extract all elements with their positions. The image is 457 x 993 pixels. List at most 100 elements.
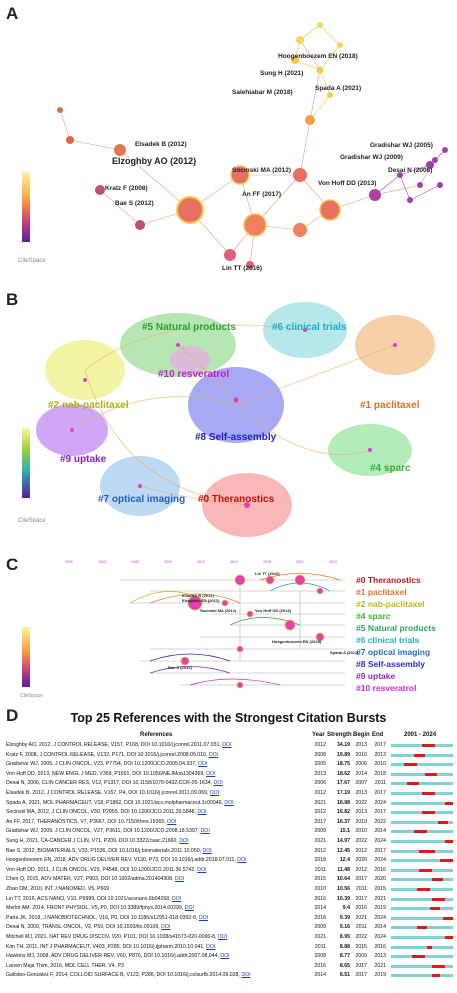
reference-citation: Bae S, 2012, BIOMATERIALS, V33, P1536, D… (6, 847, 202, 854)
table-row: Chen Q, 2015, ADV MATER, V27, P903, DOI … (0, 875, 457, 884)
cluster-legend-item: #1 paclitaxel (356, 587, 407, 597)
panel-a-network: Hoogenboezem EN (2018) Sung H (2021) Spa… (18, 22, 448, 272)
node-label: Lin TT (2016) (222, 265, 262, 272)
end-cell: 2024 (374, 934, 386, 940)
timeline-bar (391, 840, 453, 843)
strength-cell: 19.89 (337, 751, 350, 758)
colorbar (22, 172, 30, 242)
reference-citation: Larsen Maja Thim, 2016, MOL CELL THER, V… (6, 962, 124, 969)
doi-link[interactable]: DOI (237, 857, 247, 864)
doi-link[interactable]: DOI (222, 742, 232, 748)
doi-link[interactable]: DOI (198, 761, 208, 768)
end-cell: 2019 (374, 972, 386, 979)
timeline-bar (391, 974, 453, 978)
table-row: Von Hoff DD, 2013, NEW ENGL J MED, V369,… (0, 770, 457, 779)
table-row: Gradishar WJ, 2009, J CLIN ONCOL, V27, P… (0, 827, 457, 836)
doi-link[interactable]: DOI (161, 924, 171, 931)
strength-cell: 8.95 (339, 934, 350, 940)
end-cell: 2014 (374, 828, 386, 835)
table-row: Mitchell MJ, 2021, NAT REV DRUG DISCOV, … (0, 933, 457, 942)
burst-segment (416, 888, 430, 891)
table-row: Desai N, 2009, TRANSL ONCOL, V2, P59, DO… (0, 923, 457, 932)
burst-segment (422, 792, 435, 795)
cluster-label: #2 nab-paclitaxel (48, 400, 129, 411)
doi-link[interactable]: DOI (209, 790, 220, 796)
begin-cell: 2009 (355, 953, 367, 960)
begin-cell: 2010 (355, 828, 367, 835)
cluster-label: #1 paclitaxel (360, 400, 420, 411)
cluster-label: #10 resveratrol (158, 369, 229, 380)
end-cell: 2017 (374, 790, 386, 796)
reference-text: Lin TT, 2016, ACS NANO, V10, P9999, DOI … (6, 895, 306, 904)
cluster-label: #4 sparc (370, 463, 411, 474)
reference-text: Desai N, 2006, CLIN CANCER RES, V12, P13… (6, 779, 306, 788)
doi-link[interactable]: DOI (167, 818, 177, 825)
colorbar (22, 428, 30, 498)
end-cell: 2017 (374, 809, 386, 816)
doi-link[interactable]: DOI (172, 895, 182, 902)
burst-segment (432, 974, 441, 978)
timeline-bar (391, 897, 453, 901)
reference-citation: Desai N, 2006, CLIN CANCER RES, V12, P13… (6, 780, 213, 787)
timeline-bar (391, 820, 453, 824)
doi-link[interactable]: DOI (217, 934, 228, 940)
doi-link[interactable]: DOI (197, 809, 207, 816)
begin-cell: 2015 (355, 943, 367, 950)
burst-segment (445, 801, 453, 805)
burst-segment (424, 772, 438, 776)
strength-cell: 10.56 (337, 886, 350, 892)
doi-link[interactable]: DOI (179, 838, 189, 844)
node-label: Desai N (2006) (388, 167, 432, 174)
begin-cell: 2014 (355, 770, 367, 777)
table-row: Elsadek B, 2012, J CONTROL RELEASE, V157… (0, 789, 457, 798)
timeline-bar (391, 945, 453, 949)
reference-text: Zhao DM, 2010, INT J NANOMED, V5, P669 (6, 885, 306, 894)
strength-cell: 12.45 (337, 847, 350, 854)
begin-cell: 2017 (355, 895, 367, 902)
reference-citation: Desai N, 2009, TRANSL ONCOL, V2, P59, DO… (6, 924, 160, 931)
table-row: Lin TT, 2016, ACS NANO, V10, P9999, DOI … (0, 895, 457, 904)
doi-link[interactable]: DOI (198, 914, 209, 921)
reference-citation: Elzoghby AO, 2012, J CONTROL RELEASE, V1… (6, 742, 221, 748)
strength-cell: 9.39 (339, 914, 350, 921)
timeline-bar (391, 926, 453, 930)
doi-link[interactable]: DOI (202, 847, 212, 854)
doi-link[interactable]: DOI (208, 751, 219, 758)
panel-b-label: B (6, 290, 19, 309)
begin-cell: 2012 (355, 866, 367, 873)
strength-cell: 15.1 (339, 828, 350, 835)
year-cell: 2016 (314, 895, 326, 902)
doi-link[interactable]: DOI (213, 780, 223, 787)
node-label: Hoogenboezem EN (2018) (278, 53, 358, 60)
doi-link[interactable]: DOI (174, 876, 185, 883)
timeline-bar (391, 868, 453, 872)
doi-link[interactable]: DOI (206, 770, 216, 777)
doi-link[interactable]: DOI (220, 953, 230, 960)
begin-cell: 2013 (355, 790, 367, 796)
doi-link[interactable]: DOI (200, 828, 210, 835)
year-cell: 2008 (314, 953, 326, 960)
begin-cell: 2007 (355, 780, 367, 787)
end-cell: 2015 (374, 886, 386, 892)
end-cell: 2017 (374, 742, 386, 748)
doi-link[interactable]: DOI (206, 943, 216, 950)
burst-segment (414, 753, 425, 757)
node-label: Elsadek B (2012) (182, 593, 214, 598)
year-tick: 2012 (197, 560, 205, 564)
begin-cell: 2022 (355, 838, 367, 844)
node-label: Hoogenboezem EN (2018) (272, 639, 322, 644)
doi-link[interactable]: DOI (241, 972, 251, 979)
strength-cell: 9.16 (339, 924, 350, 931)
doi-link[interactable]: DOI (197, 866, 207, 873)
end-cell: 2021 (374, 962, 386, 969)
burst-table-title: Top 25 References with the Strongest Cit… (70, 711, 387, 725)
year-tick: 2015 (230, 560, 238, 564)
reference-text: Socinski MA, 2012, J CLIN ONCOL, V30, P2… (6, 808, 306, 817)
strength-cell: 18.62 (337, 770, 350, 777)
burst-segment (422, 811, 435, 815)
doi-link[interactable]: DOI (184, 905, 194, 912)
year-cell: 2012 (314, 742, 326, 748)
cluster-legend-item: #8 Self-assembly (356, 659, 425, 669)
doi-link[interactable]: DOI (224, 799, 234, 806)
node-label: Elzoghby AO (2012) (112, 156, 196, 166)
